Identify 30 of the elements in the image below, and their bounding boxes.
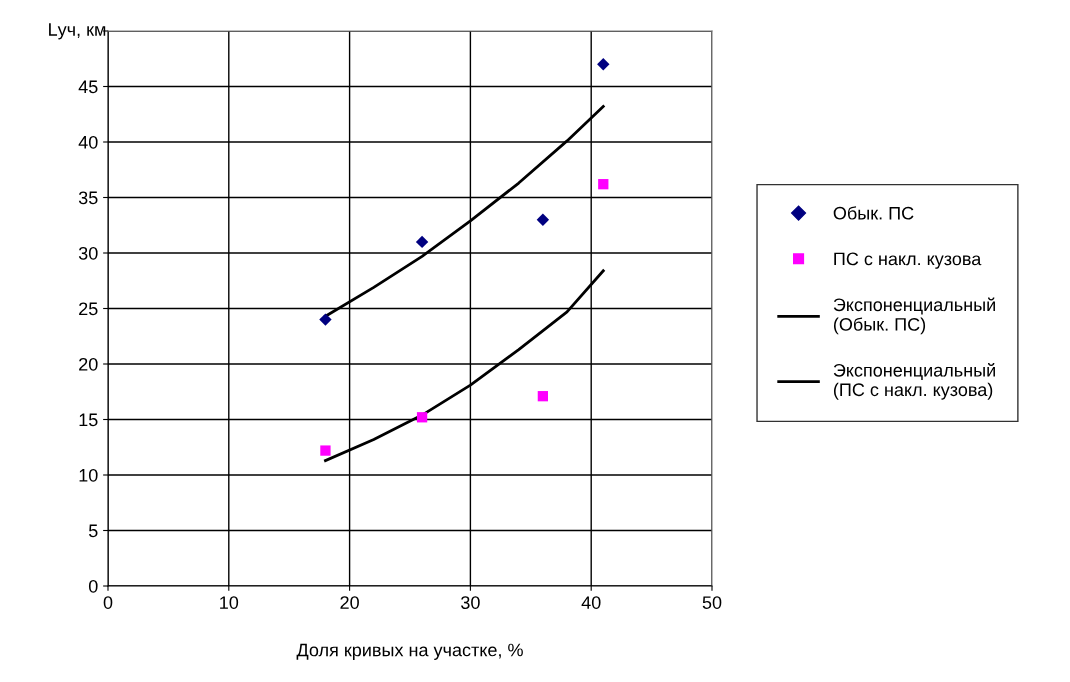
y-tick-label: 0 <box>88 579 98 593</box>
point <box>415 235 429 249</box>
y-axis-title: Lуч, км <box>49 23 106 40</box>
y-tick-label: 45 <box>78 80 98 94</box>
x-tick-label: 0 <box>103 596 113 609</box>
y-tick-label: 30 <box>78 246 98 260</box>
y-tick-label: 25 <box>79 302 98 316</box>
point <box>536 213 550 226</box>
x-axis-title: Доля кривых на участке, % <box>296 643 523 660</box>
y-tick-label: 5 <box>88 524 98 538</box>
legend-label: Экспоненциальный (Обык. ПС) <box>833 297 995 335</box>
legend-label: Обык. ПС <box>833 206 914 220</box>
x-tick-label: 40 <box>581 596 601 609</box>
y-tick-label: 15 <box>79 413 98 427</box>
point <box>416 412 428 423</box>
y-tick-label: 35 <box>78 191 98 205</box>
y-tick-label: 40 <box>78 135 98 149</box>
point <box>598 179 609 190</box>
x-tick-label: 30 <box>461 596 480 609</box>
x-tick-label: 20 <box>340 596 359 609</box>
point <box>597 58 610 71</box>
x-tick-label: 10 <box>220 596 239 609</box>
point <box>320 445 331 456</box>
legend-label: ПС с накл. кузова <box>834 252 982 269</box>
y-tick-label: 20 <box>79 357 98 371</box>
x-tick-label: 50 <box>702 596 722 609</box>
y-tick-label: 10 <box>79 468 98 482</box>
legend-label: Экспоненциальный (ПС с накл. кузова) <box>833 363 995 400</box>
point <box>537 391 549 402</box>
point <box>319 313 332 326</box>
